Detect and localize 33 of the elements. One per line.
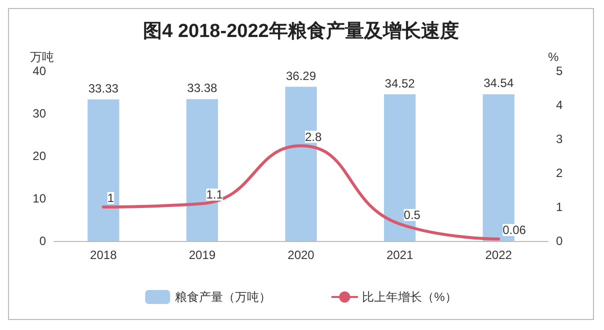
data-label: 0.06: [502, 222, 526, 237]
y2-tick-label: 0: [556, 234, 563, 248]
x-tick-label: 2018: [90, 248, 118, 262]
x-tick-label: 2019: [188, 248, 216, 262]
x-tick-label: 2021: [386, 248, 414, 262]
y-tick-label: 0: [39, 234, 46, 248]
y-axis-title: 万吨: [30, 50, 54, 64]
x-tick-label: 2020: [288, 248, 315, 262]
data-label: 1: [107, 191, 114, 205]
data-label: 33.38: [187, 81, 218, 96]
data-label: 2.8: [305, 130, 322, 144]
data-label: 36.29: [286, 68, 316, 83]
legend-label: 粮食产量（万吨）: [175, 290, 272, 304]
bar: [88, 99, 120, 241]
y2-tick-label: 5: [556, 64, 563, 78]
y2-tick-label: 1: [556, 200, 563, 214]
y-tick-label: 30: [32, 106, 46, 120]
y2-tick-label: 4: [556, 98, 563, 112]
y-tick-label: 10: [32, 192, 46, 206]
y2-axis-title: %: [548, 50, 559, 64]
legend-label: 比上年增长（%）: [362, 290, 457, 304]
data-label: 0.5: [404, 208, 421, 222]
y2-tick-label: 3: [556, 132, 563, 146]
line-series: [102, 144, 500, 240]
data-label: 33.33: [88, 81, 119, 96]
y-tick-label: 40: [32, 64, 46, 78]
chart-title: 图4 2018-2022年粮食产量及增长速度: [143, 20, 459, 42]
x-tick-label: 2022: [485, 248, 512, 262]
data-label: 34.54: [484, 76, 514, 90]
data-label: 34.52: [384, 76, 416, 90]
y2-tick-label: 2: [556, 166, 563, 180]
data-label: 1.1: [206, 188, 224, 202]
y-tick-label: 20: [32, 149, 46, 163]
